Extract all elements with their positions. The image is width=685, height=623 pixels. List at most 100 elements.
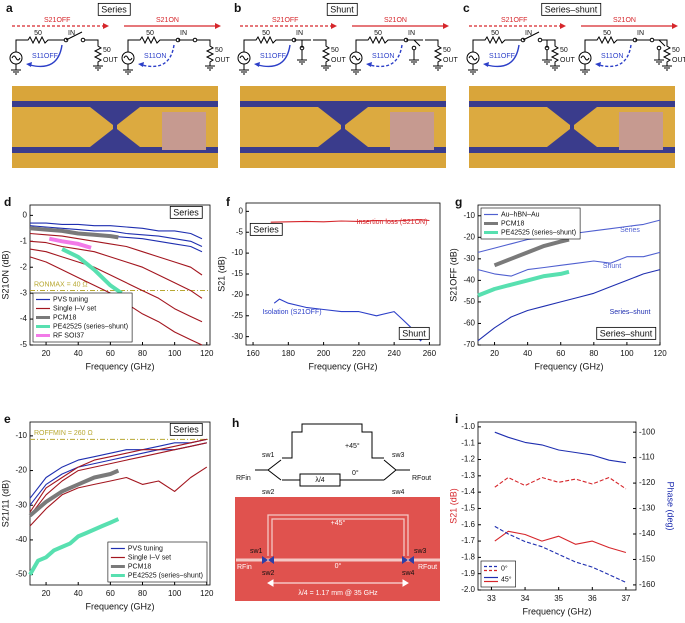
arrow-head — [672, 23, 678, 29]
resistor-label: 50 — [491, 30, 499, 37]
x-tick-label: 220 — [352, 349, 366, 358]
y-tick-label: -50 — [15, 570, 27, 579]
y-tick-label: -1.0 — [461, 422, 475, 431]
annotation: Insertion loss (S21ON) — [357, 219, 428, 226]
y-tick-label: -30 — [463, 254, 475, 263]
arrow-head — [26, 62, 32, 67]
x-tick-label: 120 — [653, 349, 667, 358]
x-axis-label: Frequency (GHz) — [534, 361, 603, 371]
s21-label: S21OFF — [272, 17, 298, 24]
legend-label: PCM18 — [53, 314, 76, 321]
resistor-label: 50 — [215, 47, 223, 54]
y-axis-label: S21OFF (dB) — [448, 248, 458, 302]
rf-in: RFin — [237, 564, 252, 571]
label-box — [97, 2, 131, 16]
source-wave — [580, 55, 590, 61]
wire — [15, 35, 66, 70]
panel-label: a — [6, 1, 13, 15]
scale-arrow — [267, 579, 409, 587]
y-tick-label: -1.9 — [461, 569, 475, 578]
y-tick-label: -1.6 — [461, 520, 475, 529]
legend-label: PCM18 — [128, 563, 151, 570]
panel-label: i — [455, 412, 458, 426]
port-label: OUT — [215, 57, 231, 64]
wire — [197, 39, 215, 66]
wire — [425, 39, 443, 66]
arrow-head — [483, 62, 489, 67]
line-series — [477, 269, 570, 298]
y-tick-label: -1.2 — [461, 455, 475, 464]
series-switch — [522, 31, 540, 41]
x-tick-label: 180 — [282, 349, 296, 358]
y-tick-label: -5 — [236, 227, 244, 236]
arrow-head — [595, 62, 601, 67]
wire — [654, 39, 672, 66]
line-series — [29, 232, 203, 276]
y-tick-label: -1.1 — [461, 438, 475, 447]
node — [411, 45, 417, 51]
port-label: IN — [408, 30, 415, 37]
ground — [550, 65, 560, 71]
label-box — [596, 326, 657, 340]
legend-label: Single I–V set — [53, 305, 96, 312]
line-series — [48, 236, 92, 250]
y-tick-label: -10 — [463, 211, 475, 220]
resistor-label: 50 — [34, 30, 42, 37]
s11-label: S11ON — [601, 53, 623, 60]
phase-label: +45° — [345, 442, 360, 450]
x-tick-label: 40 — [74, 349, 83, 358]
line-series — [270, 219, 430, 223]
legend-label: PE42525 (series–shunt) — [53, 323, 128, 330]
label-box — [169, 205, 203, 219]
plot-frame — [477, 204, 661, 346]
port-label: IN — [525, 30, 532, 37]
line-series — [29, 248, 203, 323]
switch-label: sw4 — [402, 570, 415, 577]
wire — [542, 39, 560, 66]
y-axis-label: S21/11 (dB) — [0, 480, 10, 527]
phase-shifter: h RFin sw1 sw2 sw3 sw4 RFout +45° λ/4 0°… — [232, 416, 440, 601]
annotation: Shunt — [603, 263, 621, 270]
photo-electrode — [240, 107, 341, 147]
legend-label: PCM18 — [501, 220, 524, 227]
panel-label: f — [226, 195, 231, 209]
wire — [85, 39, 103, 66]
wire — [584, 35, 635, 70]
y-tick-label: -10 — [231, 248, 243, 257]
photo-electrode — [469, 107, 570, 147]
x-axis-label: Frequency (GHz) — [85, 601, 154, 611]
phase-label: +45° — [331, 519, 346, 527]
line-series — [29, 438, 207, 513]
y-tick-label: -5 — [20, 340, 28, 349]
y2-tick-label: -120 — [639, 478, 656, 487]
y-tick-label: 0 — [23, 210, 28, 219]
panel-title: Series–shunt — [545, 4, 598, 14]
resistor-label: 50 — [443, 47, 451, 54]
wire — [243, 35, 294, 70]
legend: 0°45° — [480, 560, 516, 588]
layout-image — [235, 497, 440, 601]
s11-label: S11OFF — [32, 53, 58, 60]
ground — [351, 69, 361, 75]
plot-frame — [29, 421, 211, 586]
x-tick-label: 35 — [554, 594, 563, 603]
y-tick-label: -25 — [231, 311, 243, 320]
ground — [542, 59, 552, 65]
node — [192, 37, 198, 43]
x-axis-label: Frequency (GHz) — [85, 361, 154, 371]
y-tick-label: -20 — [15, 466, 27, 475]
s11-arrow — [486, 44, 520, 68]
y2-tick-label: -100 — [639, 427, 656, 436]
line-series — [30, 222, 203, 240]
switch-label: sw2 — [262, 570, 275, 577]
ground — [468, 69, 478, 75]
y-tick-label: -15 — [231, 269, 243, 278]
arrow-head — [103, 23, 109, 29]
boxed-label: Shunt — [402, 328, 426, 338]
shunt-switch — [658, 39, 666, 47]
legend-label: PE42525 (series–shunt) — [501, 229, 576, 236]
s21-label: S21OFF — [44, 17, 70, 24]
node — [80, 37, 86, 43]
rf-in: RFin — [236, 475, 251, 482]
switch-label: sw2 — [262, 489, 275, 496]
